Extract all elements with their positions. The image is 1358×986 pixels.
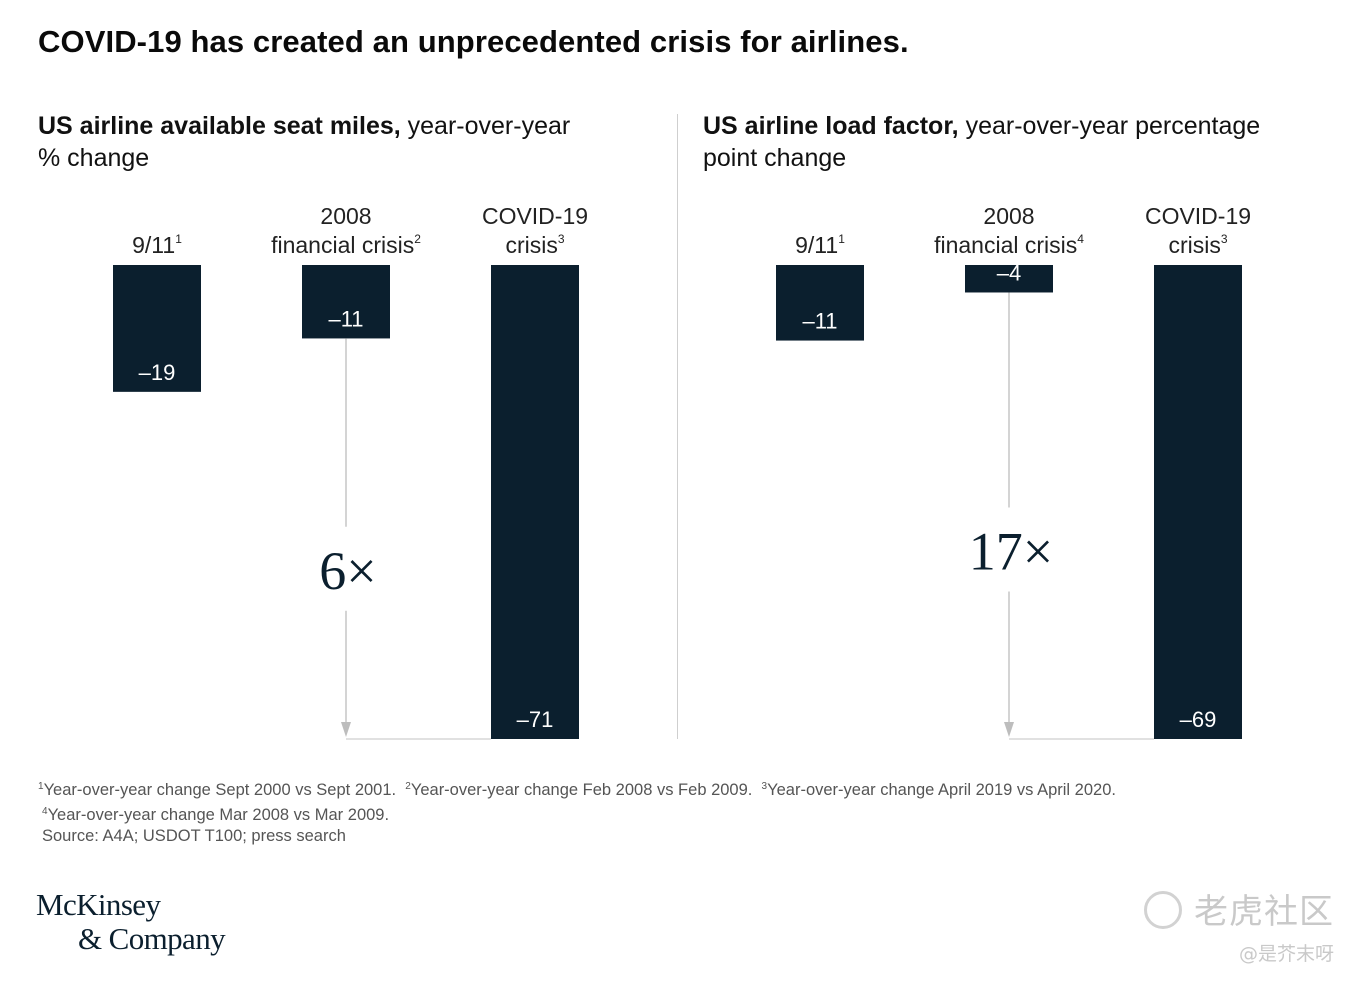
- chart-title: COVID-19 has created an unprecedented cr…: [38, 24, 909, 59]
- bar-1: [113, 265, 201, 392]
- left-panel-title-bold: US airline available seat miles,: [38, 112, 401, 140]
- category-footnote-marker-2: 2: [414, 232, 421, 246]
- category-label-3-line-2: crisis3: [505, 232, 564, 258]
- bar-2: [965, 265, 1053, 293]
- logo-line-1: McKinsey: [36, 887, 161, 922]
- footnote-4: Year-over-year change Mar 2008 vs Mar 20…: [47, 806, 390, 824]
- footnote-3: Year-over-year change April 2019 vs Apri…: [767, 781, 1116, 799]
- chart-2: –11 9/111 –4 2008 financial crisis4 –69 COVID-…: [776, 203, 1251, 740]
- chart-1: –19 9/111 –11 2008 financial crisis2 –71 COVID…: [113, 203, 588, 740]
- multiplier-annotation: 6×: [319, 541, 376, 601]
- category-label-3-line-2: crisis3: [1168, 232, 1227, 258]
- source-note: Source: A4A; USDOT T100; press search: [42, 827, 346, 845]
- footnote-2: Year-over-year change Feb 2008 vs Feb 20…: [410, 781, 753, 799]
- footnote-3-marker: 3: [761, 781, 768, 792]
- bar-value-label-3: –69: [1180, 707, 1217, 732]
- arrow-head: [341, 722, 351, 737]
- arrow-head: [1004, 722, 1014, 737]
- bar-value-label-1: –11: [802, 309, 837, 334]
- category-label-2-line-1: 2008: [320, 203, 371, 229]
- footnote-line-2: 4Year-over-year change Mar 2008 vs Mar 2…: [38, 801, 1116, 826]
- watermark-line-1-text: 老虎社区: [1194, 892, 1334, 932]
- multiplier-annotation: 17×: [969, 521, 1053, 581]
- category-footnote-marker-1: 1: [838, 232, 845, 246]
- right-panel-title-bold: US airline load factor,: [703, 112, 959, 140]
- right-panel-title: US airline load factor, year-over-year p…: [703, 110, 1260, 174]
- left-panel-title-rest: year-over-year: [400, 112, 571, 140]
- bar-value-label-3: –71: [517, 707, 554, 732]
- category-label-3-line-1: COVID-19: [482, 203, 588, 229]
- category-footnote-marker-1: 1: [175, 232, 182, 246]
- bar-2: [302, 265, 390, 339]
- bar-1: [776, 265, 864, 341]
- footnote-1: Year-over-year change Sept 2000 vs Sept …: [43, 781, 397, 799]
- logo-line-2: & Company: [78, 921, 226, 956]
- mckinsey-logo: McKinsey & Company: [36, 887, 226, 956]
- bar-value-label-1: –19: [139, 360, 176, 385]
- footnote-4-marker: 4: [42, 806, 48, 817]
- panel-divider: [677, 114, 678, 739]
- watermark-line-2: @是芥末呀: [1238, 943, 1334, 965]
- category-label-2-line-2: financial crisis4: [934, 232, 1084, 258]
- left-panel-title: US airline available seat miles, year-ov…: [38, 110, 570, 174]
- category-label-3-line-1: COVID-19: [1145, 203, 1251, 229]
- left-panel-title-line2: % change: [38, 144, 150, 172]
- watermark-line-1: 老虎社区: [1144, 884, 1334, 933]
- footnote-1-marker: 1: [38, 781, 44, 792]
- category-label-2-line-1: 2008: [983, 203, 1034, 229]
- right-panel-title-line2: point change: [703, 144, 847, 172]
- footnotes: 1Year-over-year change Sept 2000 vs Sept…: [38, 776, 1116, 847]
- watermark-logo-icon: [1144, 891, 1182, 929]
- category-footnote-marker-3: 3: [1221, 232, 1228, 246]
- category-label-1-line-1: 9/111: [132, 232, 182, 258]
- category-footnote-marker-2: 4: [1077, 232, 1084, 246]
- category-label-1-line-1: 9/111: [795, 232, 845, 258]
- footnote-2-marker: 2: [405, 781, 411, 792]
- bar-value-label-2: –4: [997, 260, 1021, 285]
- category-label-2-line-2: financial crisis2: [271, 232, 421, 258]
- footnote-line-1: 1Year-over-year change Sept 2000 vs Sept…: [38, 776, 1116, 801]
- bar-value-label-2: –11: [328, 306, 363, 331]
- watermark: 老虎社区 @是芥末呀: [1144, 884, 1334, 966]
- right-panel-title-rest: year-over-year percentage: [958, 112, 1261, 140]
- bar-3: [1154, 265, 1242, 739]
- category-footnote-marker-3: 3: [558, 232, 565, 246]
- bar-3: [491, 265, 579, 739]
